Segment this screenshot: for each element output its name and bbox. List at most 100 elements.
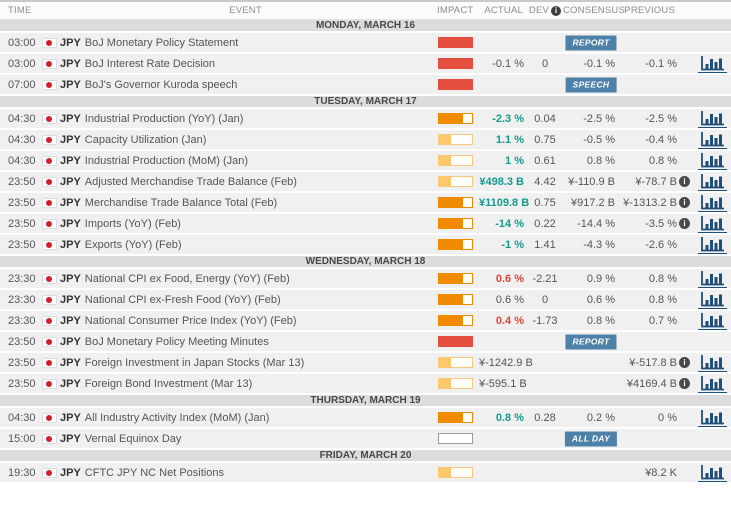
event-row[interactable]: 03:00 JPY BoJ Interest Rate Decision -0.1… (0, 54, 731, 75)
japan-flag-icon (41, 79, 57, 90)
bar-chart-icon[interactable] (697, 353, 727, 372)
event-name: Vernal Equinox Day (84, 432, 182, 445)
event-badge[interactable]: REPORT (565, 334, 617, 349)
deviation-value: 0 (541, 57, 549, 70)
actual-value: -1 % (501, 238, 524, 251)
event-row[interactable]: 23:50 JPY Foreign Bond Investment (Mar 13… (0, 374, 731, 395)
previous-info-cell: i (679, 378, 693, 389)
event-row[interactable]: 03:00 JPY BoJ Monetary Policy Statement R… (0, 33, 731, 54)
impact-cell (433, 378, 479, 389)
bar-chart-icon[interactable] (697, 463, 727, 482)
japan-flag-icon (41, 467, 57, 478)
flag-cell (40, 176, 58, 187)
currency-label: JPY (60, 154, 81, 167)
previous-value: 0 % (658, 411, 677, 424)
event-name: BoJ Monetary Policy Statement (84, 36, 239, 49)
event-row[interactable]: 23:50 JPY BoJ Monetary Policy Meeting Min… (0, 332, 731, 353)
bar-chart-icon[interactable] (697, 109, 727, 128)
impact-bar (438, 79, 473, 90)
event-row[interactable]: 04:30 JPY All Industry Activity Index (Mo… (0, 408, 731, 429)
deviation-value: 0.75 (534, 196, 556, 209)
info-icon[interactable]: i (551, 5, 562, 16)
event-row[interactable]: 15:00 JPY Vernal Equinox Day ALL DAY (0, 429, 731, 450)
impact-bar (438, 357, 473, 368)
event-time: 07:00 (8, 78, 36, 91)
previous-value: -0.4 % (645, 133, 677, 146)
deviation-value: 0.61 (534, 154, 556, 167)
bar-chart-icon[interactable] (697, 214, 727, 233)
previous-value: -2.5 % (645, 112, 677, 125)
currency-label: JPY (60, 217, 81, 230)
bar-chart-icon[interactable] (697, 193, 727, 212)
bar-chart-icon[interactable] (697, 408, 727, 427)
event-row[interactable]: 23:30 JPY National CPI ex-Fresh Food (YoY… (0, 290, 731, 311)
event-row[interactable]: 19:30 JPY CFTC JPY NC Net Positions ¥8.2 … (0, 463, 731, 484)
event-name-cell: JPY BoJ's Governor Kuroda speech (58, 79, 433, 91)
col-header-previous: PREVIOUS (624, 5, 675, 16)
previous-value: ¥-517.8 B (629, 356, 677, 369)
event-row[interactable]: 23:30 JPY National CPI ex Food, Energy (Y… (0, 269, 731, 290)
event-row[interactable]: 23:50 JPY Adjusted Merchandise Trade Bala… (0, 172, 731, 193)
event-name-cell: JPY National CPI ex-Fresh Food (YoY) (Feb… (58, 294, 433, 306)
consensus-value: 0.6 % (586, 293, 615, 306)
event-badge[interactable]: REPORT (565, 35, 617, 50)
event-row[interactable]: 23:50 JPY Merchandise Trade Balance Total… (0, 193, 731, 214)
event-row[interactable]: 23:50 JPY Exports (YoY) (Feb) -1 % 1.41 -… (0, 235, 731, 256)
impact-bar (438, 433, 473, 444)
event-row[interactable]: 23:30 JPY National Consumer Price Index (… (0, 311, 731, 332)
event-row[interactable]: 23:50 JPY Imports (YoY) (Feb) -14 % 0.22 … (0, 214, 731, 235)
impact-bar (438, 467, 473, 478)
impact-cell (433, 315, 479, 326)
bar-chart-icon[interactable] (697, 151, 727, 170)
event-row[interactable]: 04:30 JPY Industrial Production (MoM) (Ja… (0, 151, 731, 172)
currency-label: JPY (60, 314, 81, 327)
bar-chart-icon[interactable] (697, 172, 727, 191)
day-header-label: WEDNESDAY, MARCH 18 (305, 256, 426, 267)
bar-chart-icon[interactable] (697, 290, 727, 309)
flag-cell (40, 467, 58, 478)
event-name-cell: JPY Foreign Bond Investment (Mar 13) (58, 378, 433, 390)
info-icon[interactable]: i (679, 378, 690, 389)
info-icon[interactable]: i (679, 357, 690, 368)
event-time: 23:50 (8, 335, 36, 348)
bar-chart-icon[interactable] (697, 311, 727, 330)
event-time: 23:30 (8, 314, 36, 327)
day-header: TUESDAY, MARCH 17 (0, 96, 731, 109)
event-time: 23:50 (8, 356, 36, 369)
japan-flag-icon (41, 218, 57, 229)
bar-chart-icon[interactable] (697, 235, 727, 254)
event-row[interactable]: 23:50 JPY Foreign Investment in Japan Sto… (0, 353, 731, 374)
deviation-value: 4.42 (534, 175, 556, 188)
bar-chart-icon[interactable] (697, 54, 727, 73)
bar-chart-icon[interactable] (697, 130, 727, 149)
currency-label: JPY (60, 78, 81, 91)
bar-chart-icon[interactable] (697, 374, 727, 393)
currency-label: JPY (60, 272, 81, 285)
event-time: 23:50 (8, 217, 36, 230)
consensus-value: -2.5 % (583, 112, 615, 125)
impact-cell (433, 239, 479, 250)
event-row[interactable]: 04:30 JPY Industrial Production (YoY) (Ja… (0, 109, 731, 130)
day-header-label: FRIDAY, MARCH 20 (319, 450, 412, 461)
consensus-value: -4.3 % (583, 238, 615, 251)
event-row[interactable]: 07:00 JPY BoJ's Governor Kuroda speech SP… (0, 75, 731, 96)
info-icon[interactable]: i (679, 197, 690, 208)
chart-cell (693, 193, 731, 212)
col-header-impact: IMPACT (437, 5, 474, 16)
event-time: 23:30 (8, 272, 36, 285)
flag-cell (40, 197, 58, 208)
previous-value: 0.8 % (648, 293, 677, 306)
info-icon[interactable]: i (679, 176, 690, 187)
previous-info-cell: i (679, 218, 693, 229)
impact-bar (438, 37, 473, 48)
event-badge[interactable]: ALL DAY (564, 431, 618, 446)
event-row[interactable]: 04:30 JPY Capacity Utilization (Jan) 1.1 … (0, 130, 731, 151)
info-icon[interactable]: i (679, 218, 690, 229)
event-name: Foreign Investment in Japan Stocks (Mar … (84, 356, 305, 369)
bar-chart-icon[interactable] (697, 269, 727, 288)
chart-cell (693, 235, 731, 254)
previous-value: ¥-78.7 B (635, 175, 677, 188)
event-name-cell: JPY Industrial Production (MoM) (Jan) (58, 155, 433, 167)
event-badge[interactable]: SPEECH (565, 77, 617, 92)
event-time: 15:00 (8, 432, 36, 445)
